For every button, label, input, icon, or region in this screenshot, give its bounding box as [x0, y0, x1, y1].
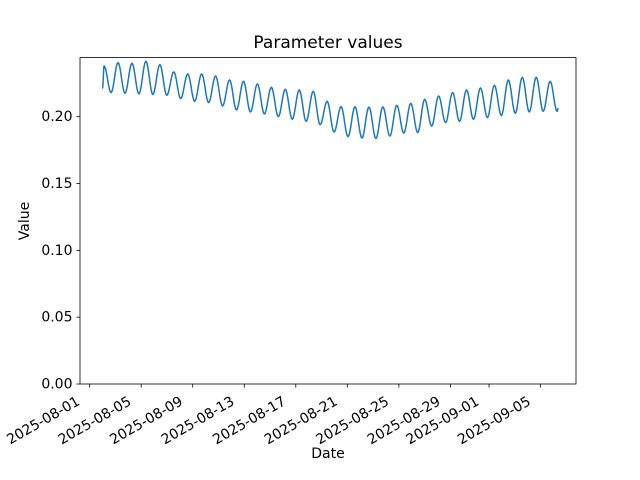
x-axis-label: Date — [311, 446, 345, 462]
y-tick-label: 0.00 — [41, 376, 72, 392]
axes-box — [79, 57, 577, 385]
chart-title: Parameter values — [253, 33, 403, 53]
y-tick-label: 0.10 — [41, 243, 72, 259]
y-axis-label: Value — [17, 201, 33, 241]
series-line — [101, 60, 559, 140]
y-tick-label: 0.05 — [41, 310, 72, 326]
y-tick-label: 0.15 — [41, 176, 72, 192]
y-tick-label: 0.20 — [41, 109, 72, 125]
